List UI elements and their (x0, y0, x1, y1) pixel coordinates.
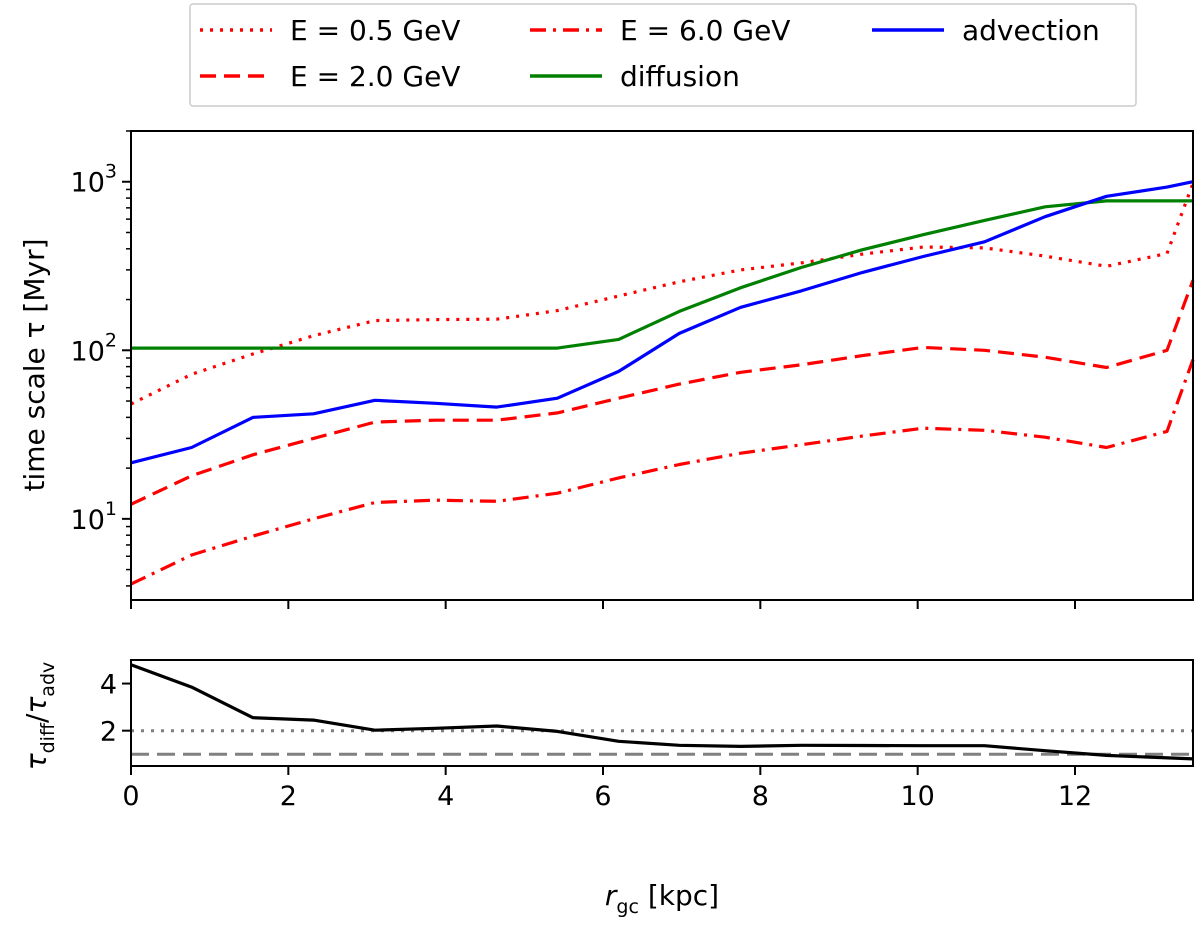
bottom-series (130, 663, 1194, 761)
top-y-tick-label-1: 102 (71, 329, 117, 367)
series-line-advection (130, 180, 1194, 465)
series-line-e05 (130, 182, 1195, 406)
legend-item-e-0-5-gev: E = 0.5 GeV (200, 14, 460, 47)
x-tick-label-6: 6 (594, 781, 611, 812)
x-tick-label-8: 8 (752, 781, 769, 812)
legend-label-e60: E = 6.0 GeV (620, 14, 790, 47)
x-tick-label-12: 12 (1058, 781, 1092, 812)
bottom-x-ticks: 0 2 4 6 8 10 12 (122, 766, 1092, 812)
top-x-ticks (130, 600, 1076, 609)
legend-items: E = 0.5 GeV E = 2.0 GeV E = 6.0 GeV diffusi… (200, 14, 1100, 93)
top-y-axis-label: time scale τ [Myr] (18, 238, 51, 491)
bottom-y-tick-label-4: 4 (100, 670, 117, 701)
x-axis-label: rgc [kpc] (605, 879, 719, 918)
top-series (130, 180, 1195, 586)
legend-item-e-6-0-gev: E = 6.0 GeV (530, 14, 790, 47)
bottom-axes-frame (130, 659, 1194, 767)
top-panel: 101 102 103 time scale τ [Myr] (18, 130, 1195, 609)
series-line-e60 (130, 359, 1195, 586)
x-tick-label-10: 10 (900, 781, 934, 812)
legend-label-diffusion: diffusion (620, 60, 740, 93)
legend: E = 0.5 GeV E = 2.0 GeV E = 6.0 GeV diffusi… (189, 3, 1137, 107)
series-line-diffusion (131, 199, 1193, 350)
bottom-y-ticks: 24 (100, 670, 131, 748)
bottom-y-axis-label: τdiff/τadv (20, 662, 59, 771)
series-line-e20 (130, 279, 1195, 506)
legend-item-diffusion: diffusion (530, 60, 740, 93)
legend-label-advection: advection (962, 14, 1100, 47)
legend-item-advection: advection (872, 14, 1100, 47)
x-tick-label-2: 2 (280, 781, 297, 812)
x-tick-label-0: 0 (122, 781, 139, 812)
legend-item-e-2-0-gev: E = 2.0 GeV (200, 60, 460, 93)
legend-label-e05: E = 0.5 GeV (290, 14, 460, 47)
top-axes-frame (130, 130, 1194, 601)
series-line-ratio (130, 663, 1194, 761)
top-y-tick-label-0: 101 (71, 498, 117, 536)
bottom-y-tick-label-2: 2 (100, 717, 117, 748)
legend-label-e20: E = 2.0 GeV (290, 60, 460, 93)
bottom-panel: 0 2 4 6 8 10 12 24 τdiff/τadv rgc [kpc] (20, 659, 1194, 918)
x-tick-label-4: 4 (437, 781, 454, 812)
top-y-ticks: 101 102 103 (71, 130, 131, 587)
top-y-tick-label-2: 103 (71, 161, 117, 199)
